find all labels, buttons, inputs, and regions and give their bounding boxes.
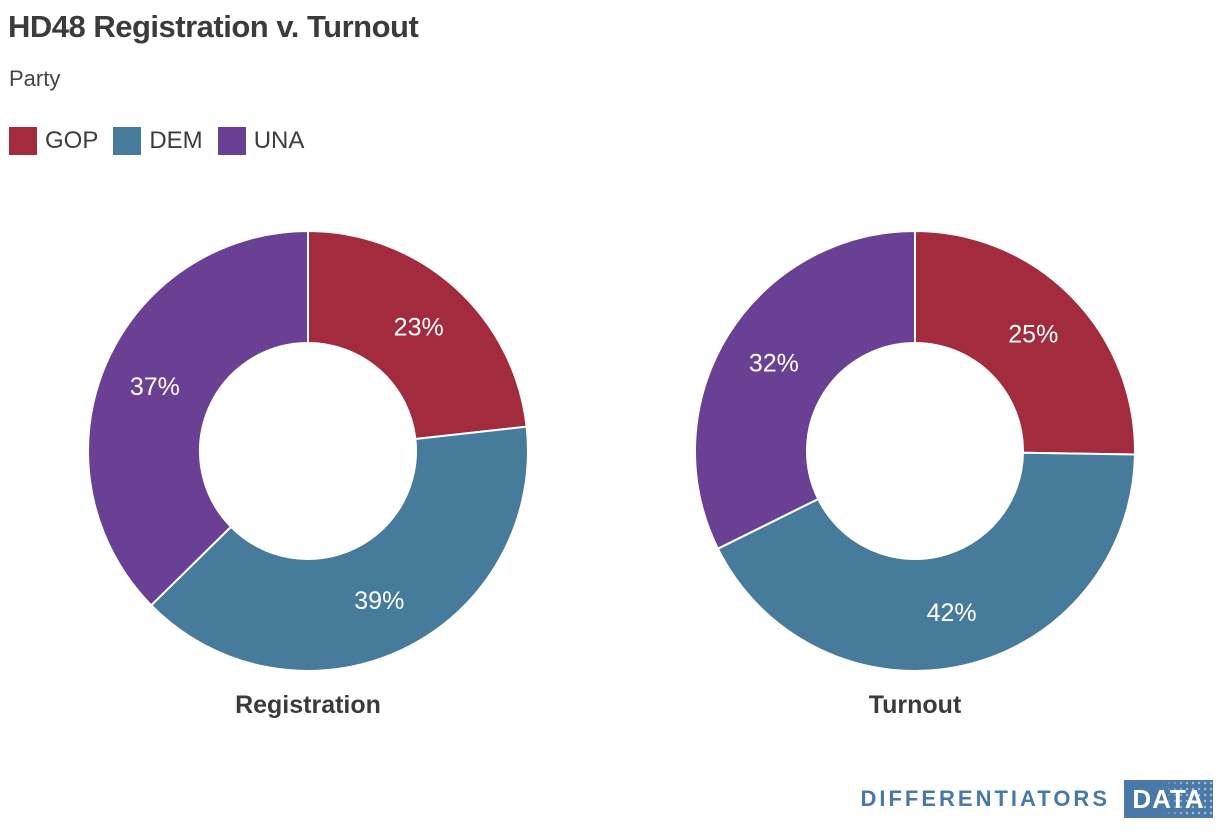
legend: GOP DEM UNA	[9, 127, 319, 155]
legend-swatch-gop	[9, 127, 37, 155]
chart-caption-turnout: Turnout	[868, 691, 962, 719]
donut-slice-dem	[150, 425, 529, 672]
slice-value-label-gop: 23%	[394, 313, 444, 341]
legend-label: GOP	[45, 127, 99, 154]
donut-slice-dem	[716, 451, 1136, 672]
legend-swatch-una	[217, 127, 246, 155]
donut-chart-turnout: 25% 42% 32% Turnout	[692, 228, 1138, 720]
slice-value-label-una: 37%	[130, 373, 180, 401]
slice-value-label-dem: 39%	[354, 587, 404, 615]
legend-label: UNA	[253, 127, 305, 154]
donut-slice-gop	[307, 230, 528, 441]
legend-label: DEM	[149, 127, 203, 154]
legend-item-una: UNA	[217, 127, 305, 155]
chart-caption-registration: Registration	[235, 691, 381, 719]
brand-wordmark: DIFFERENTIATORS	[860, 786, 1110, 811]
legend-swatch-dem	[113, 127, 142, 155]
registration-donut-svg: 23% 39% 37%	[87, 230, 529, 672]
legend-item-gop: GOP	[9, 127, 98, 155]
slice-value-label-dem: 42%	[927, 599, 977, 627]
legend-item-dem: DEM	[113, 127, 203, 155]
donut-slice-gop	[914, 230, 1136, 456]
donut-chart-registration: 23% 39% 37% Registration	[85, 228, 531, 720]
page-title: HD48 Registration v. Turnout	[8, 9, 419, 44]
legend-title: Party	[9, 66, 61, 91]
slice-value-label-gop: 25%	[1008, 321, 1058, 349]
donut-slice-una	[87, 230, 309, 607]
slice-value-label-una: 32%	[749, 350, 799, 378]
turnout-donut-svg: 25% 42% 32%	[694, 230, 1136, 672]
brand-logo: DIFFERENTIATORS DATA	[860, 780, 1213, 818]
brand-badge: DATA	[1124, 780, 1213, 818]
donut-slice-una	[694, 230, 916, 550]
